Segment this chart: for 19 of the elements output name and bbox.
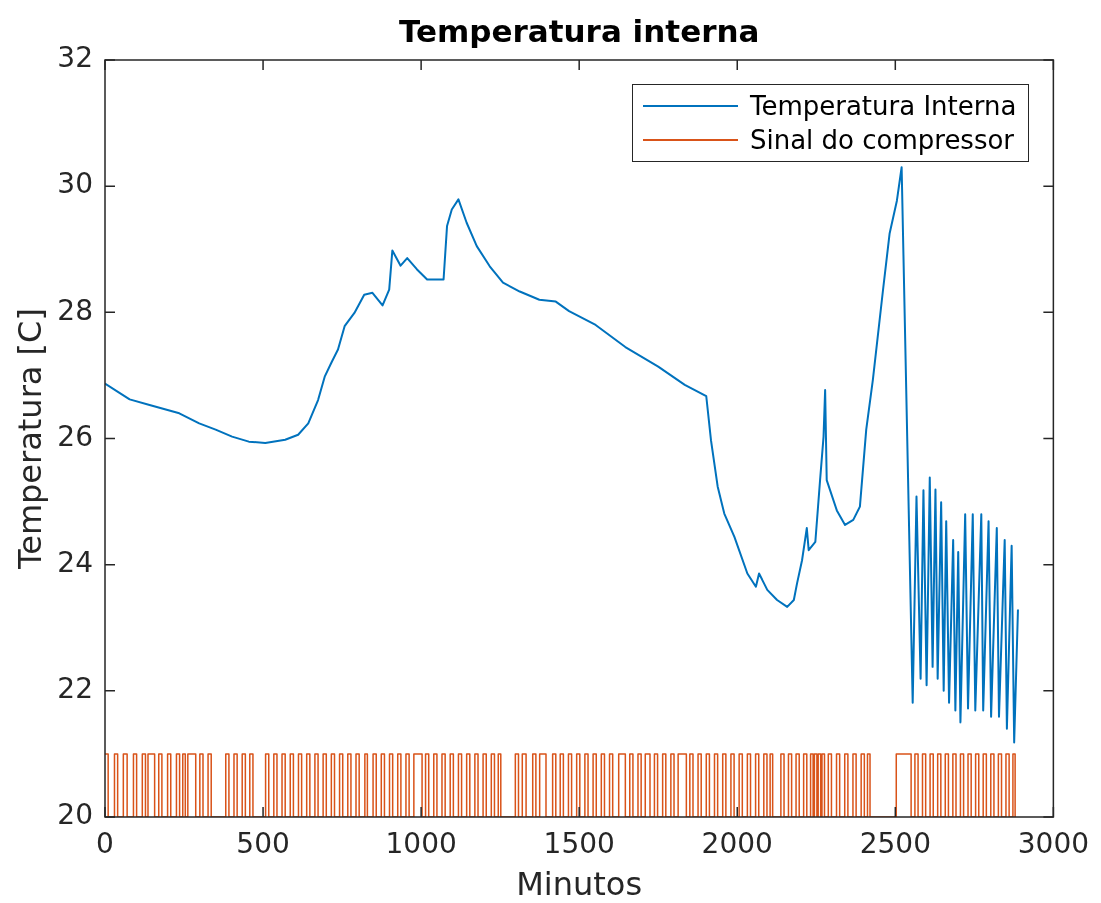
x-tick-label: 2500 — [859, 827, 931, 861]
chart-title: Temperatura interna — [398, 13, 760, 50]
y-tick-label: 22 — [57, 672, 93, 706]
y-tick-label: 30 — [57, 167, 93, 201]
y-tick-label: 28 — [57, 293, 93, 327]
x-axis-title: Minutos — [516, 865, 643, 903]
legend-label: Sinal do compressor — [749, 125, 1015, 155]
y-tick-label: 20 — [57, 798, 93, 832]
y-tick-label: 24 — [57, 545, 93, 579]
legend-label: Temperatura Interna — [749, 91, 1017, 121]
y-tick-label: 32 — [57, 41, 93, 75]
x-tick-label: 0 — [96, 827, 114, 861]
x-tick-label: 2000 — [701, 827, 773, 861]
x-tick-label: 1000 — [385, 827, 457, 861]
x-tick-label: 3000 — [1017, 827, 1089, 861]
y-axis-title: Temperatura [C] — [11, 308, 50, 570]
x-tick-label: 500 — [236, 827, 290, 861]
y-tick-label: 26 — [57, 419, 93, 453]
x-tick-label: 1500 — [543, 827, 615, 861]
